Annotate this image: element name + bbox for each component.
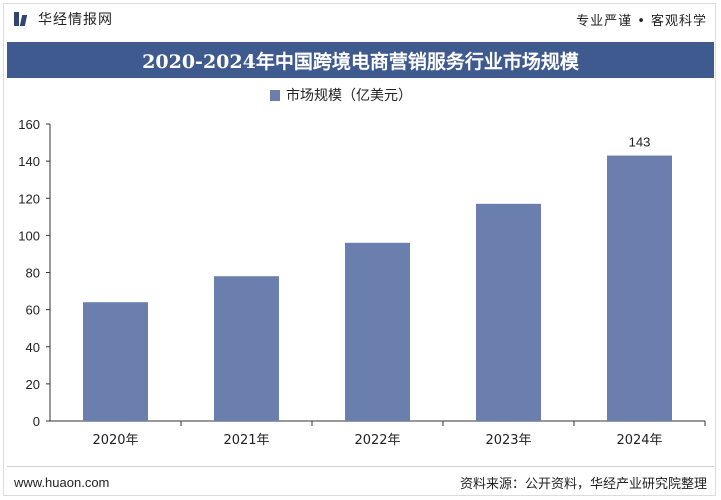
bar-5 bbox=[607, 155, 672, 421]
bar-3 bbox=[345, 242, 410, 421]
y-tick-label: 40 bbox=[26, 340, 40, 355]
y-tick-label: 60 bbox=[26, 303, 40, 318]
y-tick-label: 100 bbox=[18, 228, 40, 243]
chart-title: 2020-2024年中国跨境电商营销服务行业市场规模 bbox=[7, 42, 714, 78]
x-tick-label: 2021年 bbox=[223, 433, 269, 448]
x-tick-label: 2020年 bbox=[92, 433, 138, 448]
legend-label: 市场规模（亿美元） bbox=[286, 87, 412, 104]
bar-1 bbox=[83, 302, 148, 421]
footer-divider bbox=[7, 466, 714, 467]
y-tick-label: 0 bbox=[33, 414, 40, 429]
x-tick-label: 2023年 bbox=[485, 433, 531, 448]
brand: 华经情报网 bbox=[14, 9, 113, 29]
legend-swatch bbox=[270, 90, 280, 101]
header: 华经情报网 专业严谨 • 客观科学 bbox=[0, 0, 721, 38]
bar-4 bbox=[476, 203, 541, 421]
y-tick-label: 120 bbox=[18, 191, 40, 206]
x-tick-label: 2024年 bbox=[616, 433, 662, 448]
y-tick-label: 80 bbox=[26, 266, 40, 281]
tagline: 专业严谨 • 客观科学 bbox=[576, 13, 707, 29]
brand-name: 华经情报网 bbox=[38, 12, 113, 28]
data-label: 143 bbox=[629, 135, 651, 150]
source-note: 资料来源：公开资料，华经产业研究院整理 bbox=[459, 476, 707, 492]
y-tick-label: 140 bbox=[18, 154, 40, 169]
footer-url: www.huaon.com bbox=[14, 474, 110, 490]
footer: www.huaon.com 资料来源：公开资料，华经产业研究院整理 bbox=[0, 468, 721, 496]
y-tick-label: 20 bbox=[26, 377, 40, 392]
bar-2 bbox=[214, 276, 279, 421]
logo-icon bbox=[14, 10, 32, 28]
x-tick-label: 2022年 bbox=[354, 433, 400, 448]
y-tick-label: 160 bbox=[18, 117, 40, 132]
